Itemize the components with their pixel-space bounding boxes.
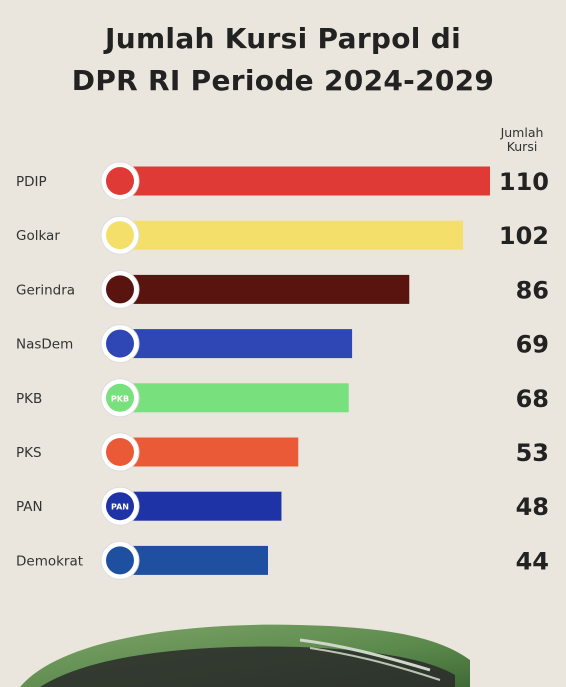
nasdem-icon (100, 324, 140, 364)
logo-text: PKB (111, 394, 129, 403)
bar-nasdem (120, 329, 353, 359)
bar-row-nasdem: NasDem 69 (16, 324, 549, 364)
bar-row-pan: PAN PAN 48 (16, 486, 549, 526)
category-label-pdip: PDIP (16, 174, 47, 190)
value-label-demokrat: 44 (516, 547, 549, 575)
logo-fill (106, 221, 134, 250)
parliament-dome-icon (20, 624, 470, 687)
value-label-gerindra: 86 (516, 276, 549, 304)
category-label-demokrat: Demokrat (16, 553, 83, 569)
value-label-pdip: 110 (499, 168, 549, 196)
category-label-gerindra: Gerindra (16, 282, 75, 298)
bar-gerindra (120, 274, 410, 304)
category-label-pks: PKS (16, 445, 42, 461)
logo-fill (106, 167, 134, 195)
pks-icon (100, 432, 140, 472)
value-column-header-line2: Kursi (506, 139, 538, 154)
demokrat-mercy-icon (100, 540, 140, 580)
value-column-header: Jumlah Kursi (492, 126, 552, 154)
chart-title: Jumlah Kursi Parpol di DPR RI Periode 20… (0, 18, 566, 102)
value-label-nasdem: 69 (516, 331, 549, 359)
bar-pks (120, 437, 299, 467)
logo-fill (106, 275, 134, 304)
category-label-golkar: Golkar (16, 228, 60, 244)
bar-row-pks: PKS 53 (16, 432, 549, 472)
pan-sun-icon: PAN (100, 486, 140, 526)
bar-pan (120, 491, 282, 521)
bar-row-demokrat: Demokrat 44 (16, 540, 549, 580)
bar-pkb (120, 383, 349, 413)
chart-title-line2: DPR RI Periode 2024-2029 (71, 64, 495, 97)
chart-title-line1: Jumlah Kursi Parpol di (105, 22, 461, 55)
category-label-pan: PAN (16, 499, 43, 515)
bar-pdip (120, 166, 490, 196)
gerindra-garuda-icon (100, 269, 140, 309)
logo-fill (106, 383, 134, 412)
value-label-pkb: 68 (516, 385, 549, 413)
logo-fill (106, 546, 134, 575)
logo-fill (106, 492, 134, 521)
value-label-golkar: 102 (499, 222, 549, 250)
logo-fill (106, 329, 134, 358)
category-label-nasdem: NasDem (16, 337, 73, 353)
value-label-pks: 53 (516, 439, 549, 467)
pkb-icon: PKB (100, 378, 140, 418)
bar-row-pkb: PKB PKB 68 (16, 378, 549, 418)
logo-fill (106, 438, 134, 466)
value-label-pan: 48 (516, 493, 549, 521)
bar-row-pdip: PDIP 110 (16, 161, 549, 201)
pdip-bull-icon (100, 161, 140, 201)
bar-row-gerindra: Gerindra 86 (16, 269, 549, 309)
bar-demokrat (120, 545, 268, 575)
golkar-banyan-icon (100, 215, 140, 255)
value-column-header-line1: Jumlah (500, 125, 544, 140)
logo-text: PAN (111, 503, 129, 512)
bar-row-golkar: Golkar 102 (16, 215, 549, 255)
bar-golkar (120, 220, 464, 250)
category-label-pkb: PKB (16, 391, 42, 407)
